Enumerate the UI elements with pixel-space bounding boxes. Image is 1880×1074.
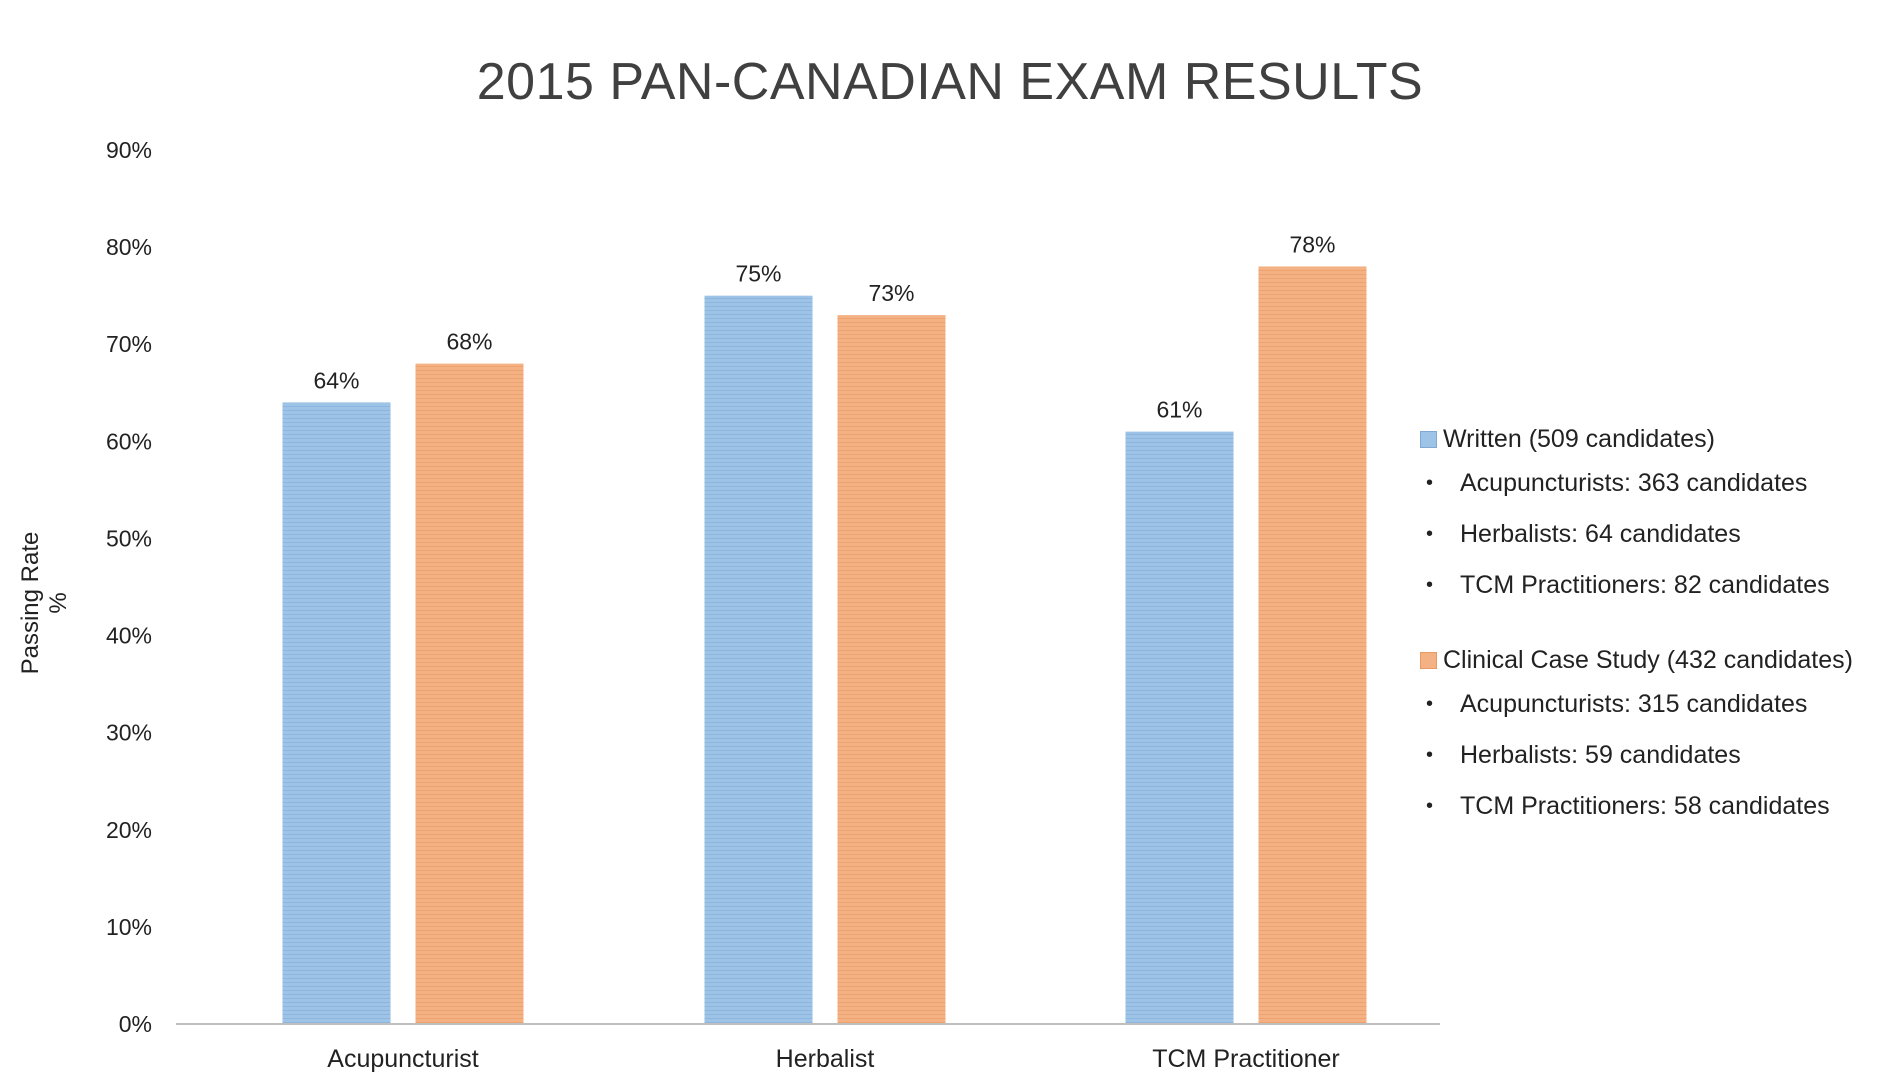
legend-label-written: Written (1443, 424, 1522, 453)
chart-title: 2015 PAN-CANADIAN EXAM RESULTS (476, 53, 1424, 111)
bar-written-1 (704, 295, 813, 1025)
y-tick-label: 40% (106, 623, 152, 649)
legend-item-text: Acupuncturists: 363 candidates (1460, 469, 1808, 497)
data-label: 61% (1156, 397, 1202, 423)
legend-item: • Herbalists: 64 candidates (1420, 509, 1880, 560)
legend-item: • Acupuncturists: 363 candidates (1420, 458, 1880, 509)
legend-count-written: (509 candidates) (1528, 424, 1715, 453)
bar-written-2 (1125, 431, 1234, 1025)
y-tick-label: 0% (119, 1011, 152, 1037)
legend-item: • TCM Practitioners: 58 candidates (1420, 781, 1880, 832)
data-label: 73% (868, 280, 914, 306)
legend-item-text: TCM Practitioners: 82 candidates (1460, 571, 1830, 599)
y-tick-label: 90% (106, 137, 152, 163)
bar-written-0 (282, 402, 391, 1024)
legend-item: • Herbalists: 59 candidates (1420, 730, 1880, 781)
data-label: 78% (1289, 232, 1335, 258)
y-tick-label: 70% (106, 331, 152, 357)
y-tick-label: 80% (106, 234, 152, 260)
legend-item-text: Acupuncturists: 315 candidates (1460, 690, 1808, 718)
y-tick-label: 20% (106, 817, 152, 843)
y-tick-label: 30% (106, 720, 152, 746)
legend-swatch-written (1420, 430, 1437, 448)
y-tick-label: 60% (106, 428, 152, 454)
legend-label-clinical: Clinical Case Study (1443, 645, 1660, 674)
legend: Written (509 candidates) • Acupuncturists… (1420, 420, 1880, 862)
x-category-label: TCM Practitioner (1152, 1045, 1340, 1073)
y-tick-label: 10% (106, 914, 152, 940)
legend-group-clinical: Clinical Case Study (432 candidates) • Ac… (1420, 641, 1880, 832)
bar-clinical-1 (837, 315, 946, 1025)
legend-item: • Acupuncturists: 315 candidates (1420, 679, 1880, 730)
y-tick-label: 50% (106, 525, 152, 551)
legend-entry-clinical: Clinical Case Study (432 candidates) (1420, 641, 1880, 679)
data-label: 75% (735, 261, 781, 287)
x-category-label: Herbalist (776, 1045, 875, 1073)
legend-count-clinical: (432 candidates) (1666, 645, 1853, 674)
bullet-icon: • (1426, 795, 1434, 817)
legend-item-text: Herbalists: 64 candidates (1460, 520, 1741, 548)
bullet-icon: • (1426, 574, 1434, 596)
legend-item: • TCM Practitioners: 82 candidates (1420, 560, 1880, 611)
data-label: 64% (313, 367, 359, 393)
legend-entry-written: Written (509 candidates) (1420, 420, 1880, 458)
bar-clinical-2 (1258, 266, 1367, 1024)
x-category-label: Acupuncturist (327, 1045, 479, 1073)
legend-swatch-clinical (1420, 651, 1437, 669)
bullet-icon: • (1426, 523, 1434, 545)
data-label: 68% (446, 329, 492, 355)
legend-item-text: TCM Practitioners: 58 candidates (1460, 792, 1830, 820)
bar-clinical-0 (415, 363, 524, 1025)
bullet-icon: • (1426, 693, 1434, 715)
legend-item-text: Herbalists: 59 candidates (1460, 741, 1741, 769)
bullet-icon: • (1426, 744, 1434, 766)
bullet-icon: • (1426, 472, 1434, 494)
legend-group-written: Written (509 candidates) • Acupuncturists… (1420, 420, 1880, 611)
